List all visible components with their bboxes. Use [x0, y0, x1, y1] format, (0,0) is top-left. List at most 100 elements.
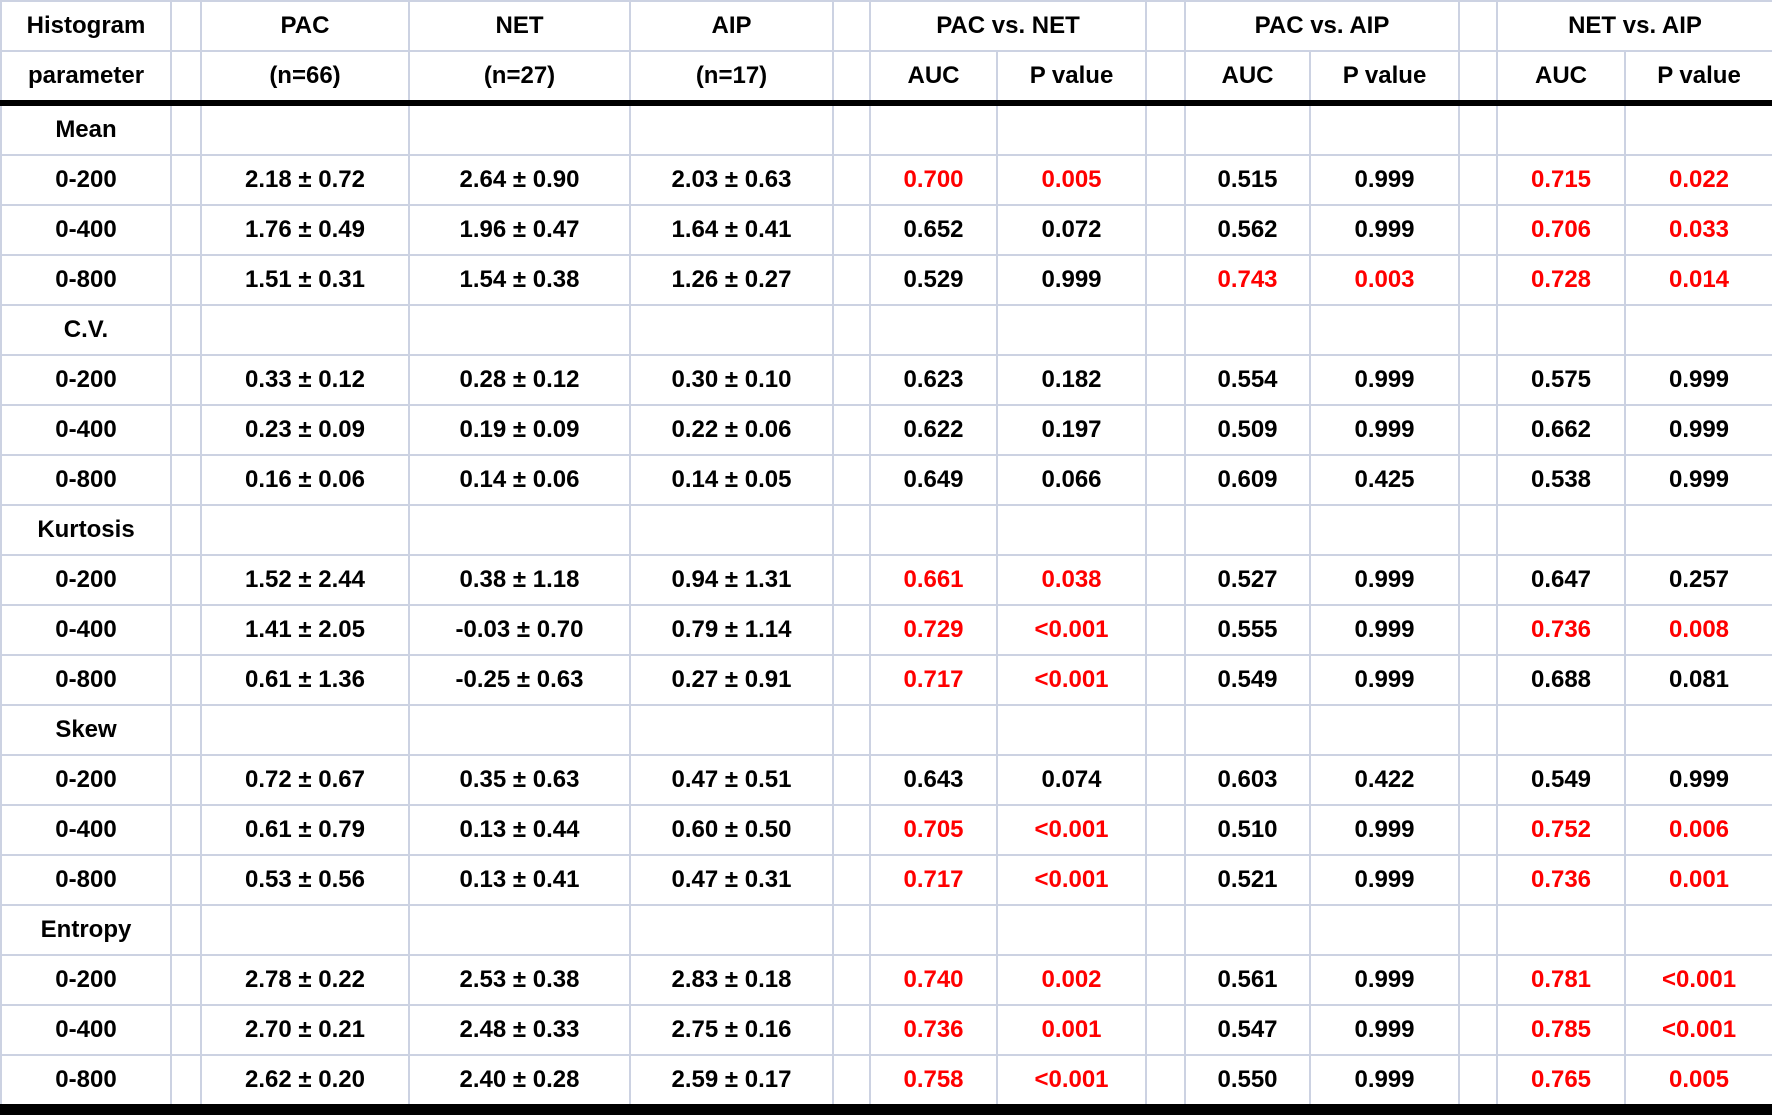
- range-cell: 0-800: [0, 1054, 172, 1115]
- data-row: 0-400 0.23 ± 0.09 0.19 ± 0.09 0.22 ± 0.06 0.…: [0, 404, 1772, 456]
- empty-stat-cell: [1309, 904, 1460, 956]
- auc-pac-aip-cell: 0.555: [1184, 604, 1311, 656]
- group-n-aip: (n=17): [629, 50, 834, 106]
- spacer-cell: [1458, 604, 1498, 656]
- spacer-cell: [832, 1004, 871, 1056]
- value-aip-cell: 0.47 ± 0.31: [629, 854, 834, 906]
- data-row: 0-200 2.78 ± 0.22 2.53 ± 0.38 2.83 ± 0.18 0.…: [0, 954, 1772, 1006]
- spacer-cell: [1458, 102, 1498, 156]
- auc-pac-net-cell: 0.758: [869, 1054, 998, 1115]
- data-row: 0-200 1.52 ± 2.44 0.38 ± 1.18 0.94 ± 1.31 0.…: [0, 554, 1772, 606]
- empty-stat-cell: [869, 304, 998, 356]
- spacer-cell: [170, 304, 202, 356]
- auc-net-aip-cell: 0.752: [1496, 804, 1626, 856]
- spacer-cell: [1145, 404, 1186, 456]
- spacer-cell: [1458, 504, 1498, 556]
- auc-pac-aip-cell: 0.561: [1184, 954, 1311, 1006]
- spacer-cell: [1145, 454, 1186, 506]
- spacer-cell: [170, 654, 202, 706]
- auc-pac-net-cell: 0.700: [869, 154, 998, 206]
- table-body: Mean 0-200 2.18 ± 0.72 2.64 ± 0.90 2.03 ± 0.…: [0, 102, 1772, 1115]
- pvalue-net-aip-cell: 0.014: [1623, 254, 1772, 306]
- comparison-header-net-aip: NET vs. AIP: [1495, 0, 1772, 52]
- auc-pac-net-cell: 0.649: [869, 454, 998, 506]
- range-cell: 0-200: [0, 354, 172, 406]
- empty-stat-cell: [869, 504, 998, 556]
- spacer-cell: [170, 754, 202, 806]
- pvalue-net-aip-cell: 0.999: [1623, 454, 1772, 506]
- spacer-cell: [1145, 954, 1186, 1006]
- spacer-cell: [1458, 204, 1498, 256]
- empty-value-cell: [408, 904, 631, 956]
- auc-net-aip-cell: 0.715: [1496, 154, 1626, 206]
- auc-pac-net-cell: 0.652: [869, 204, 998, 256]
- pvalue-net-aip-cell: 0.008: [1623, 604, 1772, 656]
- value-net-cell: 2.40 ± 0.28: [408, 1054, 631, 1115]
- spacer-cell: [170, 704, 202, 756]
- value-net-cell: 0.38 ± 1.18: [408, 554, 631, 606]
- range-cell: 0-400: [0, 1004, 172, 1056]
- empty-stat-cell: [869, 102, 998, 156]
- pvalue-pac-net-cell: <0.001: [996, 804, 1147, 856]
- pvalue-net-aip-cell: 0.081: [1623, 654, 1772, 706]
- auc-pac-net-cell: 0.729: [869, 604, 998, 656]
- data-row: 0-400 1.76 ± 0.49 1.96 ± 0.47 1.64 ± 0.41 0.…: [0, 204, 1772, 256]
- pvalue-pac-net-cell: 0.197: [996, 404, 1147, 456]
- auc-pac-net-cell: 0.717: [869, 854, 998, 906]
- auc-pac-aip-cell: 0.515: [1184, 154, 1311, 206]
- value-net-cell: 0.14 ± 0.06: [408, 454, 631, 506]
- section-name-cell: C.V.: [0, 304, 172, 356]
- spacer-cell: [170, 504, 202, 556]
- empty-stat-cell: [1309, 102, 1460, 156]
- auc-pac-net-cell: 0.717: [869, 654, 998, 706]
- group-n-net: (n=27): [408, 50, 631, 106]
- empty-value-cell: [408, 304, 631, 356]
- auc-net-aip-cell: 0.688: [1496, 654, 1626, 706]
- empty-stat-cell: [1496, 102, 1626, 156]
- auc-pac-aip-cell: 0.521: [1184, 854, 1311, 906]
- spacer-cell: [170, 354, 202, 406]
- auc-net-aip-cell: 0.728: [1496, 254, 1626, 306]
- pvalue-net-aip-cell: 0.257: [1623, 554, 1772, 606]
- value-net-cell: 0.19 ± 0.09: [408, 404, 631, 456]
- pvalue-pac-net-cell: 0.999: [996, 254, 1147, 306]
- spacer-cell: [1145, 654, 1186, 706]
- spacer-cell: [832, 304, 871, 356]
- section-name-cell: Entropy: [0, 904, 172, 956]
- value-pac-cell: 0.16 ± 0.06: [200, 454, 410, 506]
- empty-value-cell: [629, 904, 834, 956]
- value-aip-cell: 2.83 ± 0.18: [629, 954, 834, 1006]
- empty-stat-cell: [869, 704, 998, 756]
- value-net-cell: 2.64 ± 0.90: [408, 154, 631, 206]
- auc-net-aip-cell: 0.706: [1496, 204, 1626, 256]
- spacer-cell: [1458, 654, 1498, 706]
- value-pac-cell: 0.72 ± 0.67: [200, 754, 410, 806]
- value-aip-cell: 2.59 ± 0.17: [629, 1054, 834, 1115]
- range-cell: 0-200: [0, 154, 172, 206]
- spacer-cell: [1458, 704, 1498, 756]
- pvalue-pac-aip-cell: 0.999: [1309, 654, 1460, 706]
- spacer-cell: [1145, 854, 1186, 906]
- header-row-1: Histogram PAC NET AIP PAC vs. NET PAC vs…: [0, 0, 1772, 52]
- pvalue-pac-aip-cell: 0.999: [1309, 154, 1460, 206]
- auc-pac-net-cell: 0.643: [869, 754, 998, 806]
- auc-pac-net-cell: 0.661: [869, 554, 998, 606]
- spacer-cell: [1458, 404, 1498, 456]
- spacer-cell: [1145, 304, 1186, 356]
- pvalue-pac-net-cell: <0.001: [996, 654, 1147, 706]
- pvalue-pac-net-cell: <0.001: [996, 604, 1147, 656]
- value-pac-cell: 1.52 ± 2.44: [200, 554, 410, 606]
- data-row: 0-400 2.70 ± 0.21 2.48 ± 0.33 2.75 ± 0.16 0.…: [0, 1004, 1772, 1056]
- spacer-cell: [832, 904, 871, 956]
- spacer-cell: [1145, 154, 1186, 206]
- spacer-cell: [832, 754, 871, 806]
- spacer-cell: [1458, 304, 1498, 356]
- comparison-header-pac-aip: PAC vs. AIP: [1184, 0, 1460, 52]
- empty-stat-cell: [1184, 704, 1311, 756]
- spacer-cell: [170, 954, 202, 1006]
- auc-net-aip-cell: 0.785: [1496, 1004, 1626, 1056]
- empty-value-cell: [629, 504, 834, 556]
- spacer-cell: [1458, 50, 1498, 106]
- auc-label-net-aip: AUC: [1496, 50, 1626, 106]
- header-row-2: parameter (n=66) (n=27) (n=17) AUC P val…: [0, 50, 1772, 106]
